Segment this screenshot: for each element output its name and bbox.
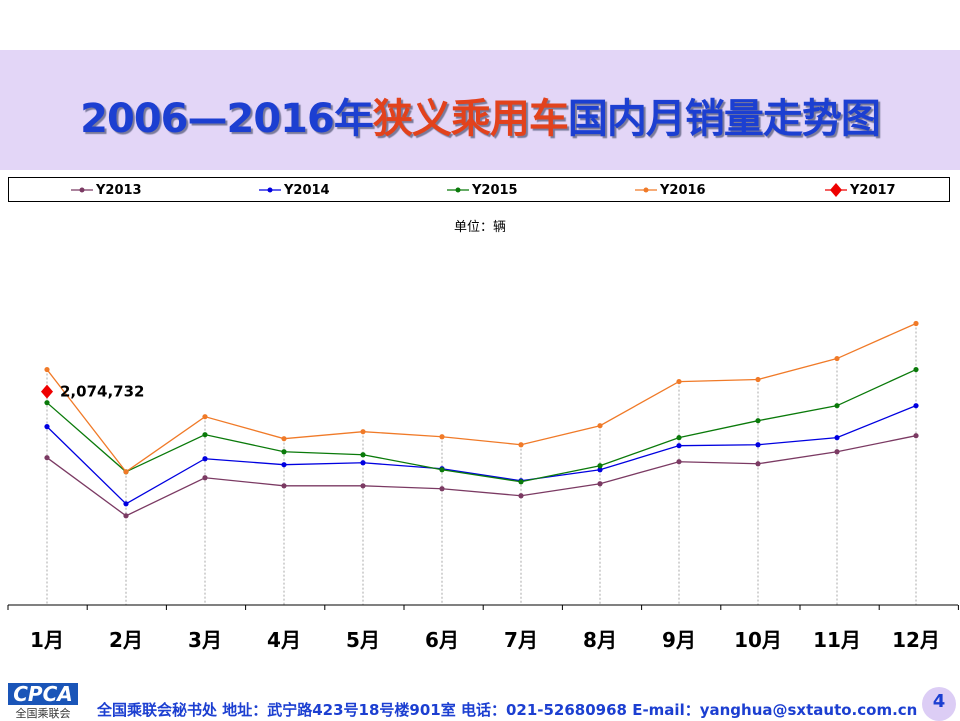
data-point (360, 429, 366, 435)
data-point (44, 366, 50, 373)
data-point (360, 483, 366, 489)
data-point (44, 424, 50, 430)
logo-text: CPCA (8, 683, 78, 705)
legend-item: Y2015 (447, 182, 518, 198)
data-label: 2,074,732 (60, 383, 144, 401)
legend-label: Y2016 (660, 182, 706, 198)
data-point (834, 355, 840, 362)
legend-item: Y2014 (259, 182, 330, 198)
data-point (123, 469, 129, 475)
data-point (834, 403, 840, 409)
x-tick-label: 11月 (813, 628, 861, 652)
x-tick-label: 6月 (425, 628, 459, 652)
data-point (834, 435, 840, 441)
unit-label: 单位：辆 (453, 220, 506, 235)
x-tick-label: 1月 (30, 628, 64, 652)
series-Y2014 (44, 403, 919, 507)
legend-marker-icon (635, 187, 657, 193)
footer: CPCA 全国乘联会 全国乘联会秘书处 地址：武宁路423号18号楼901室 电话… (0, 683, 960, 721)
logo-subtext: 全国乘联会 (15, 707, 71, 720)
data-point (676, 435, 682, 441)
data-point (597, 467, 603, 473)
legend: Y2013 Y2014 Y2015 Y2016 Y2017 (8, 177, 950, 202)
x-tick-label: 5月 (346, 628, 380, 652)
legend-label: Y2015 (472, 182, 518, 198)
legend-marker-icon (259, 187, 281, 193)
data-point (913, 320, 919, 327)
data-point (123, 513, 129, 519)
title-highlight: 狭义乘用车 (372, 96, 569, 142)
x-tick-label: 12月 (892, 628, 940, 652)
data-point (439, 486, 445, 492)
legend-item: Y2013 (71, 182, 142, 198)
title-years: 2006—2016年 (80, 96, 374, 142)
legend-item: Y2017 (825, 182, 896, 198)
data-point (281, 436, 287, 442)
chart-title: 2006—2016年狭义乘用车国内月销量走势图 (0, 86, 960, 144)
x-tick-label: 3月 (188, 628, 222, 652)
data-point (123, 501, 129, 507)
data-point (676, 443, 682, 449)
data-point (202, 475, 208, 481)
data-point (202, 456, 208, 462)
data-point (755, 461, 761, 467)
series-line (46, 405, 917, 505)
data-point (281, 462, 287, 468)
data-point (44, 455, 50, 461)
data-point (913, 403, 919, 409)
title-rest: 国内月销量走势图 (567, 96, 881, 142)
data-point (676, 378, 682, 385)
series-Y2016 (44, 320, 919, 475)
legend-marker-icon (825, 183, 847, 197)
data-point (439, 467, 445, 473)
data-point (834, 449, 840, 455)
legend-item: Y2016 (635, 182, 706, 198)
x-tick-label: 4月 (267, 628, 301, 652)
data-point (755, 418, 761, 424)
series-Y2013 (44, 433, 919, 519)
series-line (46, 322, 917, 473)
legend-marker-icon (447, 187, 469, 193)
data-point (755, 376, 761, 383)
cpca-logo: CPCA 全国乘联会 (8, 683, 78, 721)
series-line (46, 435, 917, 517)
x-tick-label: 10月 (734, 628, 782, 652)
x-tick-label: 2月 (109, 628, 143, 652)
legend-label: Y2014 (284, 182, 330, 198)
footer-contact: 全国乘联会秘书处 地址：武宁路423号18号楼901室 电话：021-52680… (97, 701, 918, 719)
page-number: 4 (922, 687, 956, 721)
series-Y2017 (41, 384, 53, 399)
data-point (41, 384, 53, 399)
data-point (518, 442, 524, 448)
data-point (676, 459, 682, 465)
data-point (597, 423, 603, 429)
data-point (913, 366, 919, 373)
data-point (518, 493, 524, 499)
x-tick-label: 7月 (504, 628, 538, 652)
data-point (913, 433, 919, 439)
data-point (281, 449, 287, 455)
legend-label: Y2017 (850, 182, 896, 198)
data-point (755, 442, 761, 448)
data-point (439, 434, 445, 440)
x-tick-label: 9月 (662, 628, 696, 652)
title-band (0, 50, 960, 170)
data-point (281, 483, 287, 489)
data-point (518, 479, 524, 485)
x-tick-label: 8月 (583, 628, 617, 652)
data-point (202, 432, 208, 438)
data-point (360, 460, 366, 466)
series-Y2015 (44, 366, 919, 485)
data-point (44, 400, 50, 406)
data-point (360, 452, 366, 458)
data-point (202, 414, 208, 420)
series-line (46, 368, 917, 483)
data-point (597, 481, 603, 487)
legend-label: Y2013 (96, 182, 142, 198)
line-chart: 1月 2月 3月 4月 5月 6月 7月 8月 9月 10月 11月 12月 2,074,732 (7, 320, 959, 652)
legend-marker-icon (71, 187, 93, 193)
data-point (597, 463, 603, 469)
